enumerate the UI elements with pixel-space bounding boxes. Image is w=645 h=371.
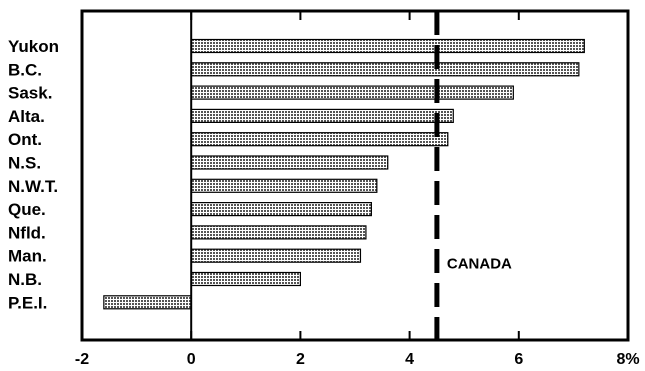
bar-3 (190, 108, 454, 124)
bar-0 (190, 38, 585, 54)
category-label-3: Alta. (8, 107, 45, 126)
bar-6 (190, 178, 378, 193)
category-label-4: Ont. (8, 130, 42, 149)
category-label-10: N.B. (8, 270, 42, 289)
bar-8 (190, 225, 367, 240)
category-label-1: B.C. (8, 60, 42, 79)
category-label-11: P.E.I. (8, 293, 47, 312)
plot-frame (80, 9, 630, 342)
bars-group (103, 38, 585, 310)
tick-label-4: 6 (514, 351, 523, 368)
category-label-2: Sask. (8, 84, 52, 103)
canada-reference: CANADA (434, 11, 512, 340)
tick-label-2: 2 (296, 351, 305, 368)
category-label-0: Yukon (8, 37, 59, 56)
tick-label-5: 8% (616, 351, 639, 368)
category-label-8: Nfld. (8, 223, 46, 242)
bar-4 (190, 132, 449, 147)
bar-11 (103, 295, 192, 310)
category-label-9: Man. (8, 247, 47, 266)
bar-1 (190, 62, 580, 77)
tick-label-1: 0 (187, 351, 196, 368)
bar-2 (190, 85, 514, 100)
canada-label: CANADA (447, 256, 512, 273)
category-label-6: N.W.T. (8, 177, 58, 196)
bar-10 (190, 271, 301, 287)
category-labels: Yukon B.C. Sask. Alta. Ont. N.S. N.W.T. Que. Nfl… (8, 37, 59, 312)
category-label-5: N.S. (8, 154, 41, 173)
category-label-7: Que. (8, 200, 46, 219)
bar-9 (190, 248, 362, 263)
bar-7 (190, 202, 372, 217)
tick-label-3: 4 (405, 351, 414, 368)
tick-label-0: -2 (75, 351, 89, 368)
bar-5 (190, 155, 389, 170)
